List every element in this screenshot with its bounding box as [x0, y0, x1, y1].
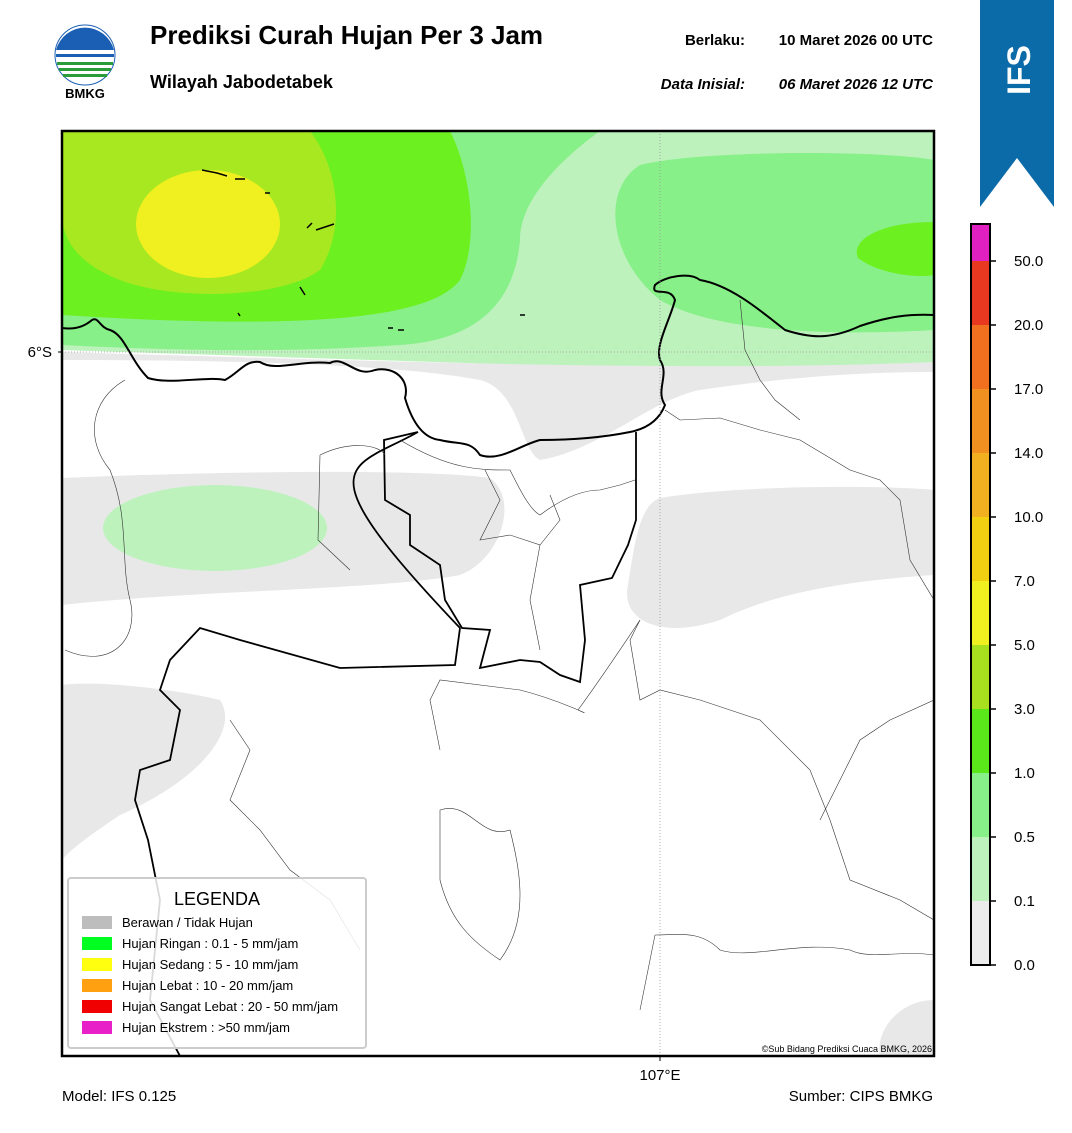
- badge-text: IFS: [1001, 45, 1037, 95]
- colorbar: [970, 223, 991, 966]
- legend-item: Hujan Lebat : 10 - 20 mm/jam: [122, 978, 293, 993]
- valid-label: Berlaku:: [685, 32, 745, 49]
- legend-swatch: [82, 979, 112, 992]
- colorbar-tick-label: 1.0: [1014, 765, 1035, 782]
- init-value: 06 Maret 2026 12 UTC: [779, 76, 934, 93]
- colorbar-tick-label: 0.5: [1014, 829, 1035, 846]
- source: Sumber: CIPS BMKG: [789, 1088, 933, 1105]
- lon-label: 107°E: [639, 1067, 680, 1084]
- logo: BMKG: [54, 24, 116, 101]
- legend-swatch: [82, 958, 112, 971]
- colorbar-tick-label: 5.0: [1014, 637, 1035, 654]
- colorbar-tick-label: 10.0: [1014, 509, 1043, 526]
- colorbar-tick-label: 0.0: [1014, 957, 1035, 974]
- subtitle: Wilayah Jabodetabek: [150, 72, 334, 92]
- colorbar-tick-label: 7.0: [1014, 573, 1035, 590]
- valid-value: 10 Maret 2026 00 UTC: [779, 32, 933, 49]
- colorbar-tick-label: 3.0: [1014, 701, 1035, 718]
- title: Prediksi Curah Hujan Per 3 Jam: [150, 20, 543, 50]
- colorbar-tick-label: 50.0: [1014, 253, 1043, 270]
- legend-item: Hujan Ekstrem : >50 mm/jam: [122, 1020, 290, 1035]
- model: Model: IFS 0.125: [62, 1088, 176, 1105]
- init-label: Data Inisial:: [661, 76, 745, 93]
- logo-text: BMKG: [65, 86, 105, 101]
- map: LEGENDA Berawan / Tidak Hujan Hujan Ring…: [62, 131, 934, 1056]
- legend-swatch: [82, 1000, 112, 1013]
- colorbar-tick-label: 20.0: [1014, 317, 1043, 334]
- colorbar-tick-label: 0.1: [1014, 893, 1035, 910]
- legend-title: LEGENDA: [174, 889, 260, 909]
- legend-item: Hujan Sedang : 5 - 10 mm/jam: [122, 957, 298, 972]
- map-frame: [60, 129, 936, 1058]
- colorbar-tick-label: 14.0: [1014, 445, 1043, 462]
- legend: LEGENDA Berawan / Tidak Hujan Hujan Ring…: [67, 877, 367, 1049]
- legend-swatch: [82, 916, 112, 929]
- legend-swatch: [82, 937, 112, 950]
- legend-item: Berawan / Tidak Hujan: [122, 915, 253, 930]
- badge: [980, 0, 1054, 207]
- legend-swatch: [82, 1021, 112, 1034]
- colorbar-tick-label: 17.0: [1014, 381, 1043, 398]
- legend-item: Hujan Ringan : 0.1 - 5 mm/jam: [122, 936, 298, 951]
- lat-label: 6°S: [28, 344, 52, 361]
- credit: ©Sub Bidang Prediksi Cuaca BMKG, 2026: [762, 1044, 932, 1054]
- legend-item: Hujan Sangat Lebat : 20 - 50 mm/jam: [122, 999, 338, 1014]
